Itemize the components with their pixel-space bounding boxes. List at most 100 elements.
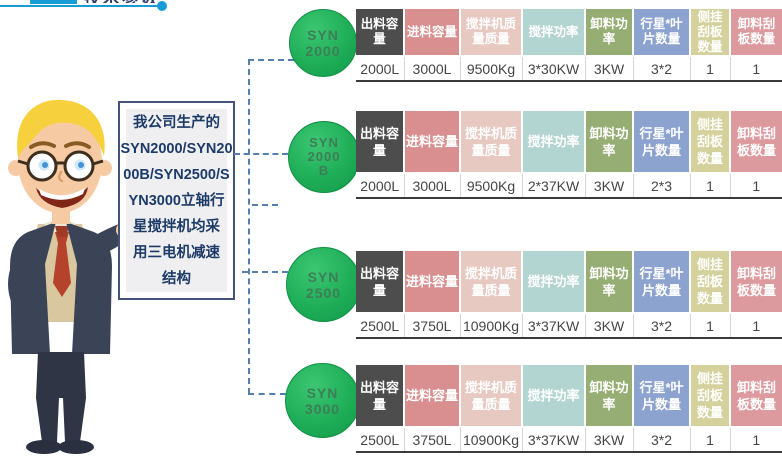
page-title: 技术参数 xyxy=(84,0,174,3)
col-header-discharge-power: 卸料功率 xyxy=(585,9,634,57)
spec-value: 3000L xyxy=(404,173,461,198)
col-header-mixing-power: 搅拌功率 xyxy=(522,251,586,314)
spec-value-row: 2500L 3750L 10900Kg 3*37KW 3KW 3*2 1 1 xyxy=(356,427,782,452)
col-header-feed-capacity: 进料容量 xyxy=(404,365,461,428)
col-header-side-scrapers: 侧挂刮板数量 xyxy=(690,365,731,428)
spec-value: 3750L xyxy=(404,427,461,452)
col-header-discharge-scrapers: 卸料刮板数量 xyxy=(730,111,782,174)
model-circle-syn3000: SYN 3000 xyxy=(285,363,360,438)
col-header-mixer-mass: 搅拌机质量质量 xyxy=(460,9,523,57)
spec-value: 9500Kg xyxy=(460,56,523,81)
connector-branch-4 xyxy=(248,393,286,395)
col-header-planet-blades: 行星*叶片数量 xyxy=(633,251,691,314)
spec-value: 1 xyxy=(690,56,731,81)
spec-value: 9500Kg xyxy=(460,173,523,198)
title-underline xyxy=(0,5,160,7)
spec-value: 2*3 xyxy=(633,173,691,198)
col-header-discharge-scrapers: 卸料刮板数量 xyxy=(730,9,782,57)
speech-box-inner: 我公司生产的 SYN2000/SYN20 00B/SYN2500/S YN300… xyxy=(120,109,233,292)
model-circle-label: SYN 3000 xyxy=(304,384,341,417)
connector-stub xyxy=(252,204,278,206)
spec-value: 2500L xyxy=(356,313,405,338)
col-header-discharge-capacity: 出料容量 xyxy=(356,365,405,428)
spec-value: 1 xyxy=(730,427,782,452)
spec-value: 3KW xyxy=(585,313,634,338)
spec-table-syn2000b: 出料容量 进料容量 搅拌机质量质量 搅拌功率 卸料功率 行星*叶片数量 侧挂刮板… xyxy=(356,111,782,199)
col-header-discharge-capacity: 出料容量 xyxy=(356,9,405,57)
model-circle-syn2000: SYN 2000 xyxy=(289,9,357,77)
model-circle-label: SYN 2500 xyxy=(305,268,342,301)
spec-value: 1 xyxy=(730,313,782,338)
spec-value: 1 xyxy=(690,173,731,198)
col-header-discharge-power: 卸料功率 xyxy=(585,111,634,174)
col-header-planet-blades: 行星*叶片数量 xyxy=(633,365,691,428)
spec-value-row: 2000L 3000L 9500Kg 2*37KW 3KW 2*3 1 1 xyxy=(356,173,782,198)
spec-value: 3*2 xyxy=(633,56,691,81)
connector-vertical-line xyxy=(248,59,250,394)
spec-value: 2000L xyxy=(356,56,405,81)
spec-value: 2000L xyxy=(356,173,405,198)
spec-value: 1 xyxy=(690,313,731,338)
col-header-feed-capacity: 进料容量 xyxy=(404,9,461,57)
col-header-mixer-mass: 搅拌机质量质量 xyxy=(460,365,523,428)
spec-table-syn3000: 出料容量 进料容量 搅拌机质量质量 搅拌功率 卸料功率 行星*叶片数量 侧挂刮板… xyxy=(356,365,782,453)
spec-value: 3KW xyxy=(585,56,634,81)
speech-text: 我公司生产的 SYN2000/SYN20 00B/SYN2500/S YN300… xyxy=(120,114,233,287)
col-header-feed-capacity: 进料容量 xyxy=(404,251,461,314)
spec-table-syn2500: 出料容量 进料容量 搅拌机质量质量 搅拌功率 卸料功率 行星*叶片数量 侧挂刮板… xyxy=(356,251,782,339)
col-header-mixer-mass: 搅拌机质量质量 xyxy=(460,251,523,314)
model-circle-label: SYN 2000 B xyxy=(307,135,341,178)
col-header-mixer-mass: 搅拌机质量质量 xyxy=(460,111,523,174)
spec-value: 2500L xyxy=(356,427,405,452)
spec-header-row: 出料容量 进料容量 搅拌机质量质量 搅拌功率 卸料功率 行星*叶片数量 侧挂刮板… xyxy=(356,365,782,428)
spec-value: 1 xyxy=(690,427,731,452)
spec-value: 2*37KW xyxy=(522,173,586,198)
spec-value-row: 2500L 3750L 10900Kg 3*37KW 3KW 3*2 1 1 xyxy=(356,313,782,338)
col-header-side-scrapers: 侧挂刮板数量 xyxy=(690,9,731,57)
spec-value: 1 xyxy=(730,56,782,81)
col-header-mixing-power: 搅拌功率 xyxy=(522,111,586,174)
spec-value: 10900Kg xyxy=(460,427,523,452)
spec-value: 3000L xyxy=(404,56,461,81)
spec-value: 3*30KW xyxy=(522,56,586,81)
spec-value: 3*2 xyxy=(633,427,691,452)
col-header-mixing-power: 搅拌功率 xyxy=(522,365,586,428)
spec-value: 3750L xyxy=(404,313,461,338)
col-header-discharge-capacity: 出料容量 xyxy=(356,251,405,314)
model-circle-syn2500: SYN 2500 xyxy=(286,247,361,322)
spec-header-row: 出料容量 进料容量 搅拌机质量质量 搅拌功率 卸料功率 行星*叶片数量 侧挂刮板… xyxy=(356,251,782,314)
spec-value: 10900Kg xyxy=(460,313,523,338)
col-header-planet-blades: 行星*叶片数量 xyxy=(633,111,691,174)
col-header-discharge-scrapers: 卸料刮板数量 xyxy=(730,365,782,428)
connector-branch-1 xyxy=(248,59,294,61)
spec-value: 3KW xyxy=(585,427,634,452)
col-header-discharge-scrapers: 卸料刮板数量 xyxy=(730,251,782,314)
title-accent-bar xyxy=(30,0,77,4)
col-header-planet-blades: 行星*叶片数量 xyxy=(633,9,691,57)
spec-header-row: 出料容量 进料容量 搅拌机质量质量 搅拌功率 卸料功率 行星*叶片数量 侧挂刮板… xyxy=(356,9,782,57)
model-circle-syn2000b: SYN 2000 B xyxy=(288,121,360,193)
col-header-side-scrapers: 侧挂刮板数量 xyxy=(690,251,731,314)
model-circle-label: SYN 2000 xyxy=(305,27,341,59)
spec-value: 3*37KW xyxy=(522,427,586,452)
col-header-discharge-capacity: 出料容量 xyxy=(356,111,405,174)
spec-value: 3*37KW xyxy=(522,313,586,338)
spec-header-row: 出料容量 进料容量 搅拌机质量质量 搅拌功率 卸料功率 行星*叶片数量 侧挂刮板… xyxy=(356,111,782,174)
spec-value: 3KW xyxy=(585,173,634,198)
col-header-discharge-power: 卸料功率 xyxy=(585,251,634,314)
spec-value: 1 xyxy=(730,173,782,198)
col-header-feed-capacity: 进料容量 xyxy=(404,111,461,174)
spec-value-row: 2000L 3000L 9500Kg 3*30KW 3KW 3*2 1 1 xyxy=(356,56,782,81)
col-header-discharge-power: 卸料功率 xyxy=(585,365,634,428)
col-header-mixing-power: 搅拌功率 xyxy=(522,9,586,57)
col-header-side-scrapers: 侧挂刮板数量 xyxy=(690,111,731,174)
title-dot xyxy=(157,1,167,11)
spec-value: 3*2 xyxy=(633,313,691,338)
businessman-illustration xyxy=(8,99,132,454)
spec-table-syn2000: 出料容量 进料容量 搅拌机质量质量 搅拌功率 卸料功率 行星*叶片数量 侧挂刮板… xyxy=(356,9,782,82)
page-title-clipped: 技术参数 xyxy=(84,0,174,3)
speech-box: 我公司生产的 SYN2000/SYN20 00B/SYN2500/S YN300… xyxy=(118,101,235,300)
connector-branch-2 xyxy=(234,153,288,155)
connector-branch-3 xyxy=(242,271,288,273)
